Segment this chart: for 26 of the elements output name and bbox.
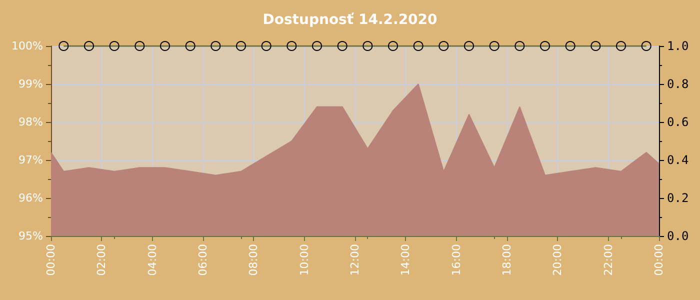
y-tick-label: 95% <box>18 230 43 242</box>
x-tick-label: 12:00 <box>348 244 362 276</box>
y-tick-label: 98% <box>18 116 43 128</box>
y-tick-label: 100% <box>12 40 43 52</box>
y2-tick-label: 0.6 <box>667 115 689 129</box>
y2-tick-label: 0.2 <box>667 191 689 205</box>
x-tick-label: 20:00 <box>551 244 564 276</box>
x-tick-label: 08:00 <box>247 244 260 276</box>
x-tick-label: 14:00 <box>399 244 412 276</box>
x-tick-label: 06:00 <box>196 244 210 276</box>
y2-tick-label: 0.8 <box>667 77 689 91</box>
x-tick-label: 00:00 <box>44 244 58 276</box>
y-tick-label: 99% <box>18 78 43 90</box>
chart-title: Dostupnosť 14.2.2020 <box>262 12 438 28</box>
x-tick-label: 16:00 <box>450 244 463 276</box>
x-tick-label: 04:00 <box>146 244 159 276</box>
x-tick-label: 10:00 <box>298 244 311 276</box>
x-tick-label: 22:00 <box>602 244 615 276</box>
x-tick-label: 00:00 <box>652 244 666 276</box>
y2-tick-label: 0.4 <box>667 153 689 167</box>
x-tick-label: 18:00 <box>500 244 514 276</box>
y-tick-label: 97% <box>18 154 43 166</box>
y2-tick-label: 0.0 <box>667 229 689 243</box>
y-tick-label: 96% <box>18 192 43 204</box>
y2-tick-label: 1.0 <box>667 39 689 53</box>
x-tick-label: 02:00 <box>95 244 108 276</box>
